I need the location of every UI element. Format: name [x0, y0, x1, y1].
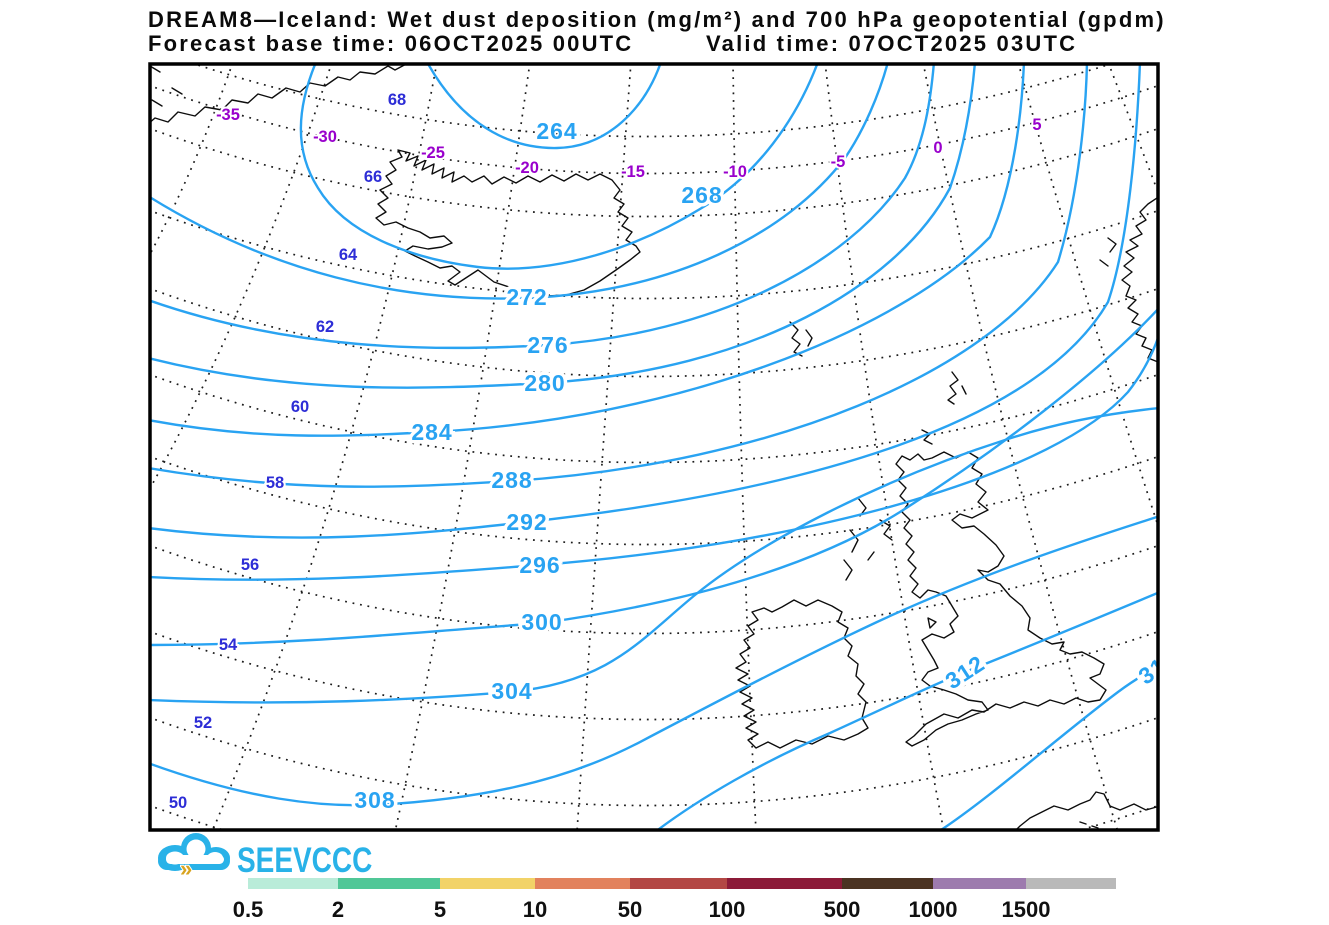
contour-label: 312	[941, 650, 990, 694]
colorbar-segment	[338, 878, 440, 889]
colorbar-tick-label: 0.5	[233, 897, 264, 922]
contour-label: 284	[411, 419, 452, 445]
contour-308	[150, 515, 1158, 807]
colorbar-tick-label: 50	[618, 897, 642, 922]
contour-300	[150, 307, 1158, 647]
contour-264	[426, 64, 662, 150]
longitude-label: -15	[621, 163, 645, 181]
colorbar-segment	[1026, 878, 1116, 889]
colorbar-segment	[440, 878, 535, 889]
contour-268	[299, 64, 819, 270]
latitude-label: 52	[194, 714, 212, 732]
geopotential-contours	[150, 64, 1158, 830]
colorbar-segment	[727, 878, 842, 889]
contour-label: 280	[524, 370, 565, 396]
latitude-label: 64	[339, 246, 358, 264]
map-border	[148, 62, 1160, 832]
latitude-label: 68	[388, 91, 406, 109]
longitude-label: -20	[515, 159, 539, 177]
contour-label: 296	[519, 552, 560, 578]
latitude-labels: 68 66 64 62 60 58 56 54 52 50	[167, 89, 408, 814]
contour-296	[150, 334, 1158, 581]
contour-label: 292	[506, 509, 547, 535]
colorbar-segment	[933, 878, 1026, 889]
colorbar-tick-label: 10	[523, 897, 547, 922]
coastline-shetland	[947, 371, 967, 405]
coastline-greenland	[150, 64, 408, 124]
coastline-norway	[1099, 196, 1158, 363]
longitude-label: 5	[1032, 116, 1041, 134]
contour-label: 272	[506, 284, 547, 310]
coastline-isle-of-man	[927, 617, 937, 629]
seevccc-logo: » SEEVCCC	[158, 833, 372, 882]
contour-280	[150, 64, 977, 389]
longitude-label: -25	[421, 144, 445, 162]
logo-text: SEEVCCC	[237, 840, 372, 880]
latitude-gridlines	[150, 64, 1158, 830]
coastlines	[150, 64, 1158, 830]
latitude-label: 54	[219, 636, 238, 654]
contour-label: 288	[491, 467, 532, 493]
contour-label: 276	[527, 332, 568, 358]
contour-276	[150, 64, 936, 350]
contour-288	[150, 64, 1089, 488]
contour-272	[150, 64, 889, 300]
deposition-colorbar: 0.5 2 5 10 50 100 500 1000 1500	[233, 878, 1116, 922]
gold-chevron-icon: »	[180, 856, 192, 881]
contour-292	[150, 64, 1142, 539]
contour-label: 264	[536, 118, 577, 144]
cloud-icon: »	[158, 833, 230, 882]
coastline-great-britain	[895, 451, 1107, 747]
longitude-labels: -35 -30 -25 -20 -15 -10 -5 0 5	[214, 104, 1044, 183]
coastline-hebrides	[843, 497, 893, 581]
contour-label: 304	[491, 678, 532, 704]
longitude-label: -10	[723, 163, 747, 181]
colorbar-tick-label: 5	[434, 897, 446, 922]
colorbar-tick-label: 1000	[909, 897, 958, 922]
latitude-label: 66	[364, 168, 382, 186]
latitude-label: 56	[241, 556, 259, 574]
longitude-gridlines	[150, 64, 1158, 830]
latitude-label: 62	[316, 318, 334, 336]
latitude-label: 50	[169, 794, 187, 812]
contour-316	[938, 665, 1158, 830]
colorbar-tick-label: 100	[709, 897, 746, 922]
latitude-label: 58	[266, 474, 284, 492]
contour-284	[150, 64, 1026, 437]
colorbar-segment	[630, 878, 727, 889]
longitude-label: 0	[933, 139, 942, 157]
forecast-base-time: Forecast base time: 06OCT2025 00UTC	[148, 31, 633, 56]
contour-304	[150, 407, 1158, 704]
coastline-orkney	[921, 429, 933, 445]
coastline-faroe-islands	[789, 321, 813, 357]
contour-label: 308	[354, 787, 395, 813]
contour-label: 268	[681, 182, 722, 208]
latitude-label: 60	[291, 398, 309, 416]
colorbar-segment	[248, 878, 338, 889]
colorbar-segment	[535, 878, 630, 889]
colorbar-segment	[842, 878, 933, 889]
longitude-label: -30	[313, 128, 337, 146]
colorbar-tick-label: 500	[824, 897, 861, 922]
coastline-ireland	[735, 599, 869, 749]
longitude-label: -35	[216, 106, 240, 124]
coastline-greenland-islets	[150, 65, 183, 107]
contour-312	[655, 591, 1158, 830]
colorbar-tick-label: 1500	[1002, 897, 1051, 922]
longitude-label: -5	[831, 153, 846, 171]
map-title: DREAM8—Iceland: Wet dust deposition (mg/…	[148, 7, 1166, 32]
contour-label: 300	[521, 609, 562, 635]
coastline-iceland	[375, 149, 641, 297]
valid-time: Valid time: 07OCT2025 03UTC	[706, 31, 1077, 56]
coastline-france	[1015, 791, 1158, 830]
colorbar-tick-label: 2	[332, 897, 344, 922]
